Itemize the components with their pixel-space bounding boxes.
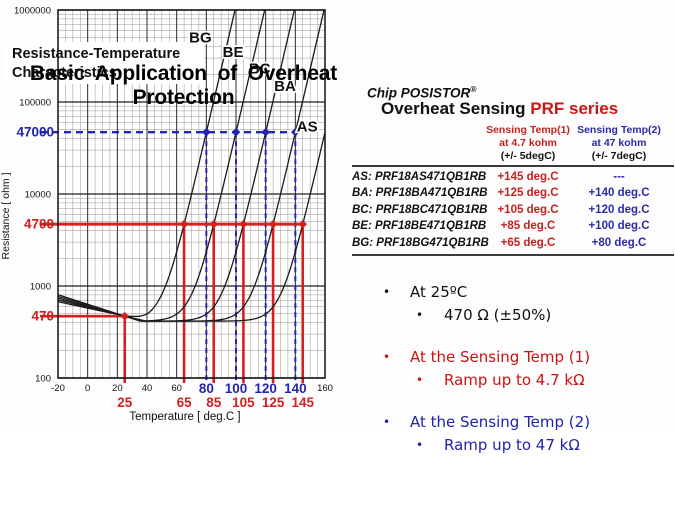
- part-number: BA: PRF18BA471QB1RB: [352, 187, 488, 200]
- panel-heading: Overheat Sensing PRF series: [381, 99, 618, 119]
- heading-black: Overheat Sensing: [381, 99, 531, 118]
- svg-text:80: 80: [199, 381, 214, 396]
- svg-text:47000: 47000: [16, 125, 54, 140]
- sense2-column-header: Sensing Temp(2) at 47 kohm (+/- 7degC): [577, 124, 661, 162]
- bullet-dot-icon: •: [383, 285, 391, 299]
- svg-text:20: 20: [112, 383, 123, 394]
- bullet-group-25c: • At 25ºC • 470 Ω (±50%): [383, 281, 673, 327]
- part-number: BC: PRF18BC471QB1RB: [352, 203, 488, 216]
- sense2-temp: +100 deg.C: [588, 220, 650, 233]
- svg-text:BG: BG: [189, 30, 212, 47]
- bullet-group-sense1: • At the Sensing Temp (1) • Ramp up to 4…: [383, 346, 673, 392]
- page-title: Basic Application of Overheat Protection: [29, 62, 338, 109]
- svg-text:105: 105: [232, 395, 255, 410]
- bullet-sub: • Ramp up to 4.7 kΩ: [383, 369, 673, 392]
- bullet-sub: • 470 Ω (±50%): [383, 304, 673, 327]
- svg-text:125: 125: [262, 395, 285, 410]
- brand-text: Chip POSISTOR: [367, 85, 471, 101]
- svg-text:40: 40: [142, 383, 153, 394]
- svg-text:1000: 1000: [30, 282, 51, 293]
- sense1-temp: +65 deg.C: [500, 236, 556, 249]
- table-row: BA: PRF18BA471QB1RB +125 deg.C +140 deg.…: [352, 185, 674, 201]
- sense2-temp: +120 deg.C: [588, 203, 650, 216]
- svg-text:65: 65: [177, 395, 193, 410]
- svg-text:-20: -20: [51, 383, 65, 394]
- rt-chart: Resistance-Temperature Characteristics BG B…: [0, 5, 333, 424]
- table-row: BC: PRF18BC471QB1RB +105 deg.C +120 deg.…: [352, 202, 674, 218]
- part-number: BG: PRF18BG471QB1RB: [352, 236, 489, 249]
- svg-text:Characteristics: Characteristics: [12, 65, 117, 81]
- svg-text:Resistance [ ohm ]: Resistance [ ohm ]: [0, 172, 12, 259]
- svg-text:BC: BC: [249, 61, 271, 78]
- svg-text:120: 120: [254, 381, 277, 396]
- brand-line: Chip POSISTOR®: [367, 84, 477, 101]
- rt-chart-svg: Resistance-Temperature Characteristics BG B…: [0, 6, 333, 424]
- svg-text:140: 140: [284, 381, 307, 396]
- bullet-sub: • Ramp up to 47 kΩ: [383, 434, 673, 457]
- svg-text:10000: 10000: [25, 190, 51, 201]
- svg-text:Resistance-Temperature: Resistance-Temperature: [12, 46, 180, 62]
- sense1-temp: +145 deg.C: [497, 171, 559, 183]
- svg-text:Temperature [ deg.C ]: Temperature [ deg.C ]: [129, 411, 240, 423]
- svg-text:470: 470: [31, 309, 54, 324]
- sense2-temp: ---: [613, 171, 625, 183]
- svg-text:BE: BE: [223, 44, 244, 61]
- svg-text:BA: BA: [274, 78, 296, 95]
- table-row: BG: PRF18BG471QB1RB +65 deg.C +80 deg.C: [352, 235, 674, 251]
- bullet-dot-icon: •: [416, 373, 424, 387]
- svg-text:145: 145: [291, 395, 314, 410]
- table-row: BE: PRF18BE471QB1RB +85 deg.C +100 deg.C: [352, 218, 674, 234]
- svg-text:100: 100: [225, 381, 248, 396]
- bullet-main: • At the Sensing Temp (2): [383, 411, 673, 434]
- svg-text:100: 100: [35, 374, 51, 385]
- svg-text:160: 160: [317, 383, 333, 394]
- svg-text:85: 85: [206, 395, 222, 410]
- heading-series: PRF series: [530, 99, 619, 118]
- svg-text:AS: AS: [297, 119, 318, 136]
- bullet-dot-icon: •: [416, 308, 424, 322]
- sense1-temp: +105 deg.C: [497, 203, 559, 216]
- svg-text:0: 0: [85, 383, 90, 394]
- bullet-dot-icon: •: [383, 415, 391, 429]
- bullet-dot-icon: •: [383, 350, 391, 364]
- bullet-group-sense2: • At the Sensing Temp (2) • Ramp up to 4…: [383, 411, 673, 457]
- parts-table: AS: PRF18AS471QB1RB +145 deg.C --- BA: P…: [352, 165, 674, 257]
- sense-headers: Sensing Temp(1) at 4.7 kohm (+/- 5degC) …: [352, 124, 674, 163]
- svg-text:4700: 4700: [24, 217, 54, 232]
- sense2-temp: +80 deg.C: [591, 236, 647, 249]
- svg-text:60: 60: [171, 383, 182, 394]
- bullet-list: • At 25ºC • 470 Ω (±50%) • At the Sensin…: [383, 281, 673, 476]
- sense1-temp: +85 deg.C: [500, 220, 556, 233]
- bullet-main: • At 25ºC: [383, 281, 673, 304]
- sense1-column-header: Sensing Temp(1) at 4.7 kohm (+/- 5degC): [486, 124, 570, 162]
- table-row: AS: PRF18AS471QB1RB +145 deg.C ---: [352, 169, 674, 185]
- registered-mark: ®: [470, 84, 477, 94]
- sense2-temp: +140 deg.C: [588, 187, 650, 200]
- bullet-main: • At the Sensing Temp (1): [383, 346, 673, 369]
- svg-text:100000: 100000: [19, 98, 51, 109]
- svg-text:1000000: 1000000: [14, 6, 51, 17]
- part-number: BE: PRF18BE471QB1RB: [352, 220, 487, 233]
- sense1-temp: +125 deg.C: [497, 187, 559, 200]
- part-number: AS: PRF18AS471QB1RB: [352, 171, 487, 183]
- bullet-dot-icon: •: [416, 438, 424, 452]
- svg-text:25: 25: [117, 395, 133, 410]
